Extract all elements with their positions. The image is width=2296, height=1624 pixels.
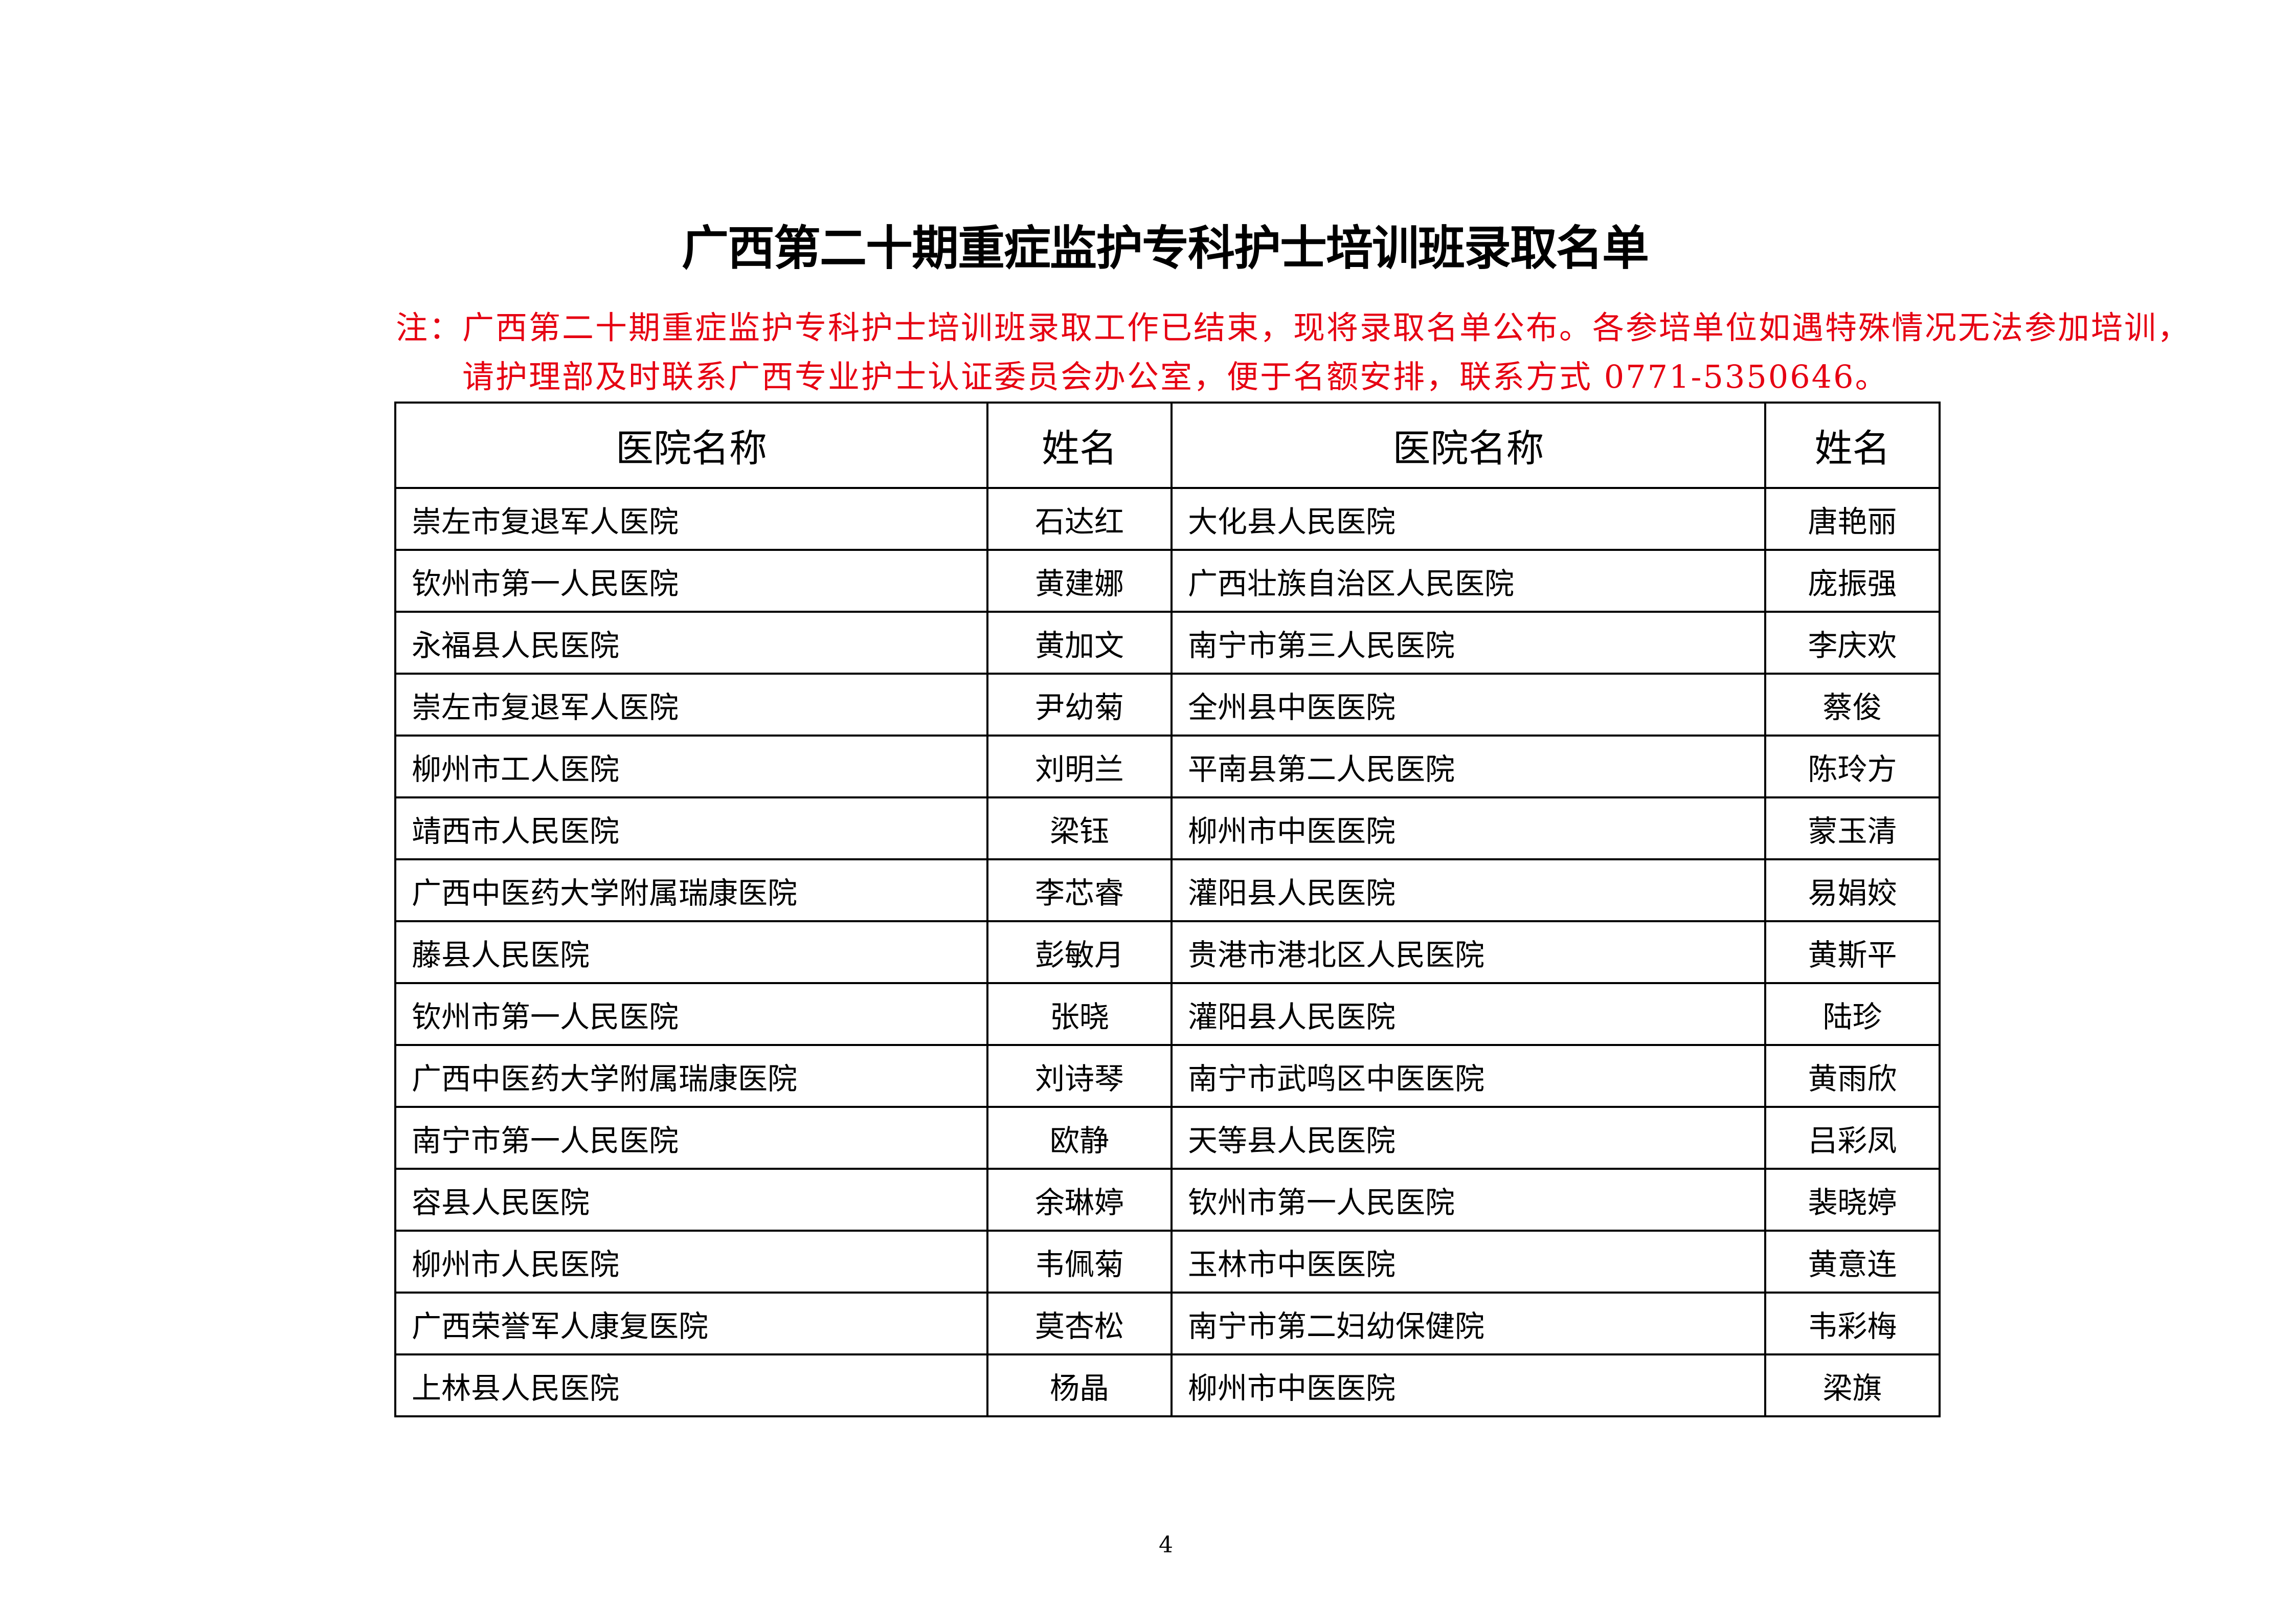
table-row: 钦州市第一人民医院 黄建娜 广西壮族自治区人民医院 庞振强 — [394, 549, 1941, 613]
name-cell: 韦彩梅 — [1764, 1292, 1941, 1355]
name-cell: 庞振强 — [1764, 549, 1941, 613]
hospital-cell: 广西中医药大学附属瑞康医院 — [394, 858, 988, 922]
hospital-cell: 灌阳县人民医院 — [1170, 858, 1766, 922]
name-cell: 欧静 — [986, 1106, 1173, 1170]
hospital-cell: 南宁市第一人民医院 — [394, 1106, 988, 1170]
hospital-cell: 柳州市中医医院 — [1170, 1353, 1766, 1417]
hospital-cell: 上林县人民医院 — [394, 1353, 988, 1417]
hospital-cell: 广西荣誉军人康复医院 — [394, 1292, 988, 1355]
table-row: 钦州市第一人民医院 张晓 灌阳县人民医院 陆珍 — [394, 982, 1941, 1046]
name-cell: 裴晓婷 — [1764, 1168, 1941, 1232]
name-cell: 张晓 — [986, 982, 1173, 1046]
table-row: 南宁市第一人民医院 欧静 天等县人民医院 吕彩凤 — [394, 1106, 1941, 1170]
name-cell: 尹幼菊 — [986, 673, 1173, 737]
name-cell: 黄斯平 — [1764, 920, 1941, 984]
table-row: 广西中医药大学附属瑞康医院 李芯睿 灌阳县人民医院 易娟姣 — [394, 858, 1941, 922]
name-cell: 刘明兰 — [986, 735, 1173, 798]
table-row: 藤县人民医院 彭敏月 贵港市港北区人民医院 黄斯平 — [394, 920, 1941, 984]
header-hospital-name: 医院名称 — [394, 402, 988, 489]
name-cell: 黄意连 — [1764, 1230, 1941, 1294]
note-line-1: 注：广西第二十期重症监护专科护士培训班录取工作已结束，现将录取名单公布。各参培单… — [396, 309, 2191, 346]
name-cell: 蔡俊 — [1764, 673, 1941, 737]
name-cell: 韦佩菊 — [986, 1230, 1173, 1294]
header-name: 姓名 — [1764, 402, 1941, 489]
hospital-cell: 南宁市武鸣区中医医院 — [1170, 1044, 1766, 1108]
hospital-cell: 平南县第二人民医院 — [1170, 735, 1766, 798]
hospital-cell: 靖西市人民医院 — [394, 796, 988, 860]
table-row: 靖西市人民医院 梁钰 柳州市中医医院 蒙玉清 — [394, 796, 1941, 860]
hospital-cell: 南宁市第二妇幼保健院 — [1170, 1292, 1766, 1355]
name-cell: 杨晶 — [986, 1353, 1173, 1417]
hospital-cell: 广西壮族自治区人民医院 — [1170, 549, 1766, 613]
name-cell: 刘诗琴 — [986, 1044, 1173, 1108]
name-cell: 彭敏月 — [986, 920, 1173, 984]
table-row: 广西中医药大学附属瑞康医院 刘诗琴 南宁市武鸣区中医医院 黄雨欣 — [394, 1044, 1941, 1108]
name-cell: 梁旗 — [1764, 1353, 1941, 1417]
name-cell: 蒙玉清 — [1764, 796, 1941, 860]
hospital-cell: 广西中医药大学附属瑞康医院 — [394, 1044, 988, 1108]
hospital-cell: 天等县人民医院 — [1170, 1106, 1766, 1170]
name-cell: 余琳婷 — [986, 1168, 1173, 1232]
table-row: 柳州市人民医院 韦佩菊 玉林市中医医院 黄意连 — [394, 1230, 1941, 1294]
hospital-cell: 永福县人民医院 — [394, 611, 988, 675]
hospital-cell: 钦州市第一人民医院 — [394, 982, 988, 1046]
hospital-cell: 大化县人民医院 — [1170, 487, 1766, 551]
table-row: 柳州市工人医院 刘明兰 平南县第二人民医院 陈玲方 — [394, 735, 1941, 798]
table-row: 永福县人民医院 黄加文 南宁市第三人民医院 李庆欢 — [394, 611, 1941, 675]
table-header-row: 医院名称 姓名 医院名称 姓名 — [394, 402, 1941, 489]
admission-list-table: 医院名称 姓名 医院名称 姓名 崇左市复退军人医院 石达红 大化县人民医院 唐艳丽 钦州… — [394, 402, 1941, 1417]
name-cell: 石达红 — [986, 487, 1173, 551]
hospital-cell: 藤县人民医院 — [394, 920, 988, 984]
table-row: 上林县人民医院 杨晶 柳州市中医医院 梁旗 — [394, 1353, 1941, 1417]
table-row: 崇左市复退军人医院 尹幼菊 全州县中医医院 蔡俊 — [394, 673, 1941, 737]
table-row: 广西荣誉军人康复医院 莫杏松 南宁市第二妇幼保健院 韦彩梅 — [394, 1292, 1941, 1355]
name-cell: 易娟姣 — [1764, 858, 1941, 922]
hospital-cell: 柳州市人民医院 — [394, 1230, 988, 1294]
name-cell: 李庆欢 — [1764, 611, 1941, 675]
page-number: 4 — [1159, 1532, 1173, 1558]
document-title: 广西第二十期重症监护专科护士培训班录取名单 — [681, 220, 1649, 276]
name-cell: 吕彩凤 — [1764, 1106, 1941, 1170]
name-cell: 黄加文 — [986, 611, 1173, 675]
header-name: 姓名 — [986, 402, 1173, 489]
hospital-cell: 贵港市港北区人民医院 — [1170, 920, 1766, 984]
hospital-cell: 崇左市复退军人医院 — [394, 673, 988, 737]
name-cell: 陈玲方 — [1764, 735, 1941, 798]
hospital-cell: 钦州市第一人民医院 — [1170, 1168, 1766, 1232]
name-cell: 唐艳丽 — [1764, 487, 1941, 551]
table-row: 崇左市复退军人医院 石达红 大化县人民医院 唐艳丽 — [394, 487, 1941, 551]
header-hospital-name: 医院名称 — [1170, 402, 1766, 489]
name-cell: 黄雨欣 — [1764, 1044, 1941, 1108]
note-line-2: 请护理部及时联系广西专业护士认证委员会办公室，便于名额安排，联系方式 0771-… — [462, 358, 1888, 395]
name-cell: 李芯睿 — [986, 858, 1173, 922]
hospital-cell: 柳州市中医医院 — [1170, 796, 1766, 860]
hospital-cell: 柳州市工人医院 — [394, 735, 988, 798]
hospital-cell: 崇左市复退军人医院 — [394, 487, 988, 551]
hospital-cell: 全州县中医医院 — [1170, 673, 1766, 737]
hospital-cell: 灌阳县人民医院 — [1170, 982, 1766, 1046]
name-cell: 莫杏松 — [986, 1292, 1173, 1355]
name-cell: 陆珍 — [1764, 982, 1941, 1046]
hospital-cell: 钦州市第一人民医院 — [394, 549, 988, 613]
hospital-cell: 玉林市中医医院 — [1170, 1230, 1766, 1294]
name-cell: 梁钰 — [986, 796, 1173, 860]
name-cell: 黄建娜 — [986, 549, 1173, 613]
hospital-cell: 容县人民医院 — [394, 1168, 988, 1232]
table-row: 容县人民医院 余琳婷 钦州市第一人民医院 裴晓婷 — [394, 1168, 1941, 1232]
hospital-cell: 南宁市第三人民医院 — [1170, 611, 1766, 675]
